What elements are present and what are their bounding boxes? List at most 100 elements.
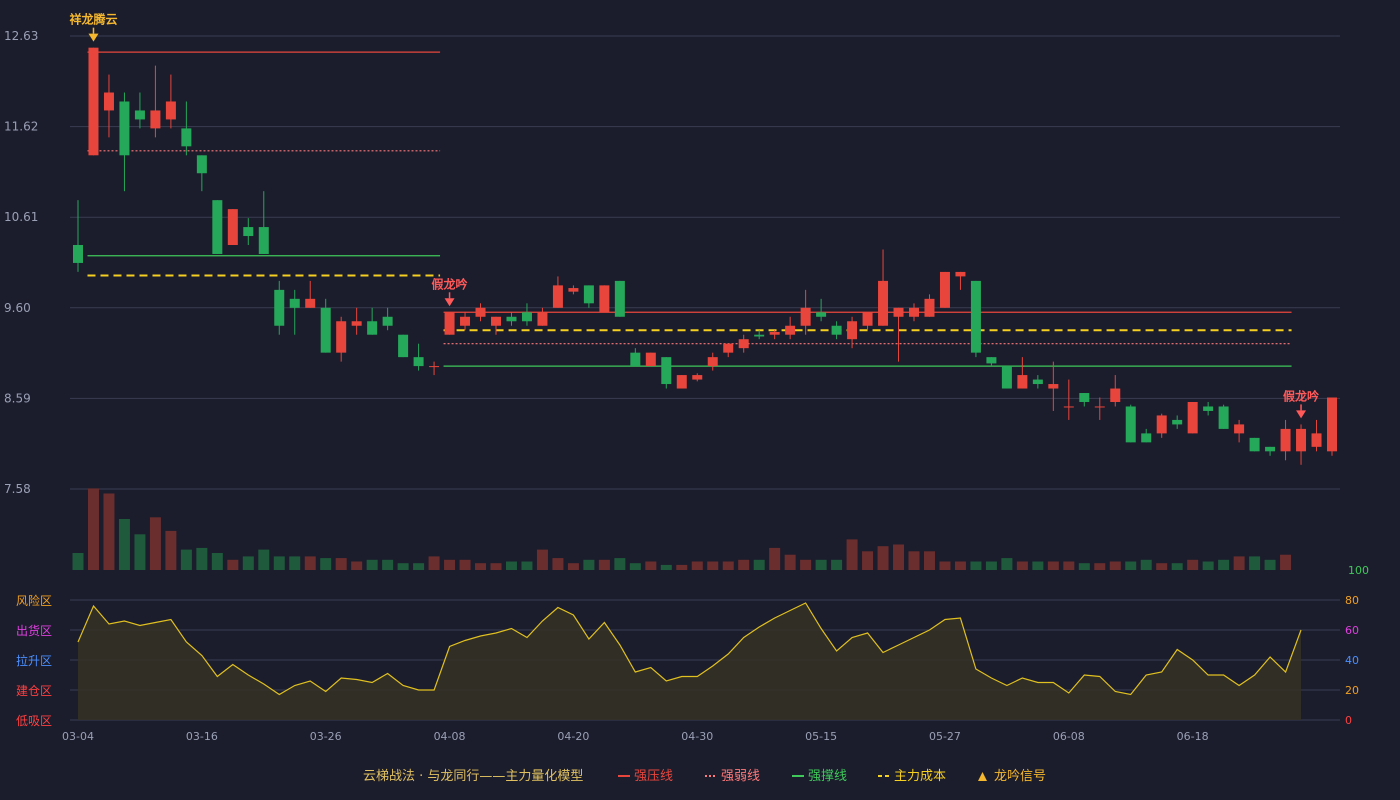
- signal-arrow-icon: [88, 33, 99, 42]
- candle-body: [1218, 406, 1229, 429]
- volume-bar: [985, 561, 997, 570]
- legend-item-label: 强压线: [634, 769, 673, 784]
- volume-bar: [1016, 561, 1028, 570]
- volume-bar: [1156, 563, 1168, 570]
- volume-bar: [320, 558, 332, 570]
- volume-bar: [273, 556, 285, 570]
- volume-bar: [1125, 561, 1137, 570]
- volume-bar: [831, 559, 843, 570]
- candle-body: [460, 316, 471, 326]
- legend-title: 云梯战法 · 与龙同行——主力量化模型: [363, 769, 583, 784]
- candle-body: [1265, 446, 1276, 452]
- candle-body: [692, 375, 703, 380]
- volume-bar: [1032, 561, 1044, 570]
- candle-body: [1296, 428, 1307, 452]
- candle-body: [1001, 366, 1012, 389]
- x-tick-label: 06-08: [1053, 730, 1085, 743]
- volume-bar: [1218, 559, 1230, 570]
- volume-bar: [1001, 558, 1013, 570]
- volume-bar: [397, 563, 409, 570]
- candle-body: [986, 357, 997, 364]
- candle-body: [939, 271, 950, 308]
- volume-bar: [505, 561, 517, 570]
- osc-zone-label: 拉升区: [16, 653, 52, 668]
- candle-body: [382, 316, 393, 326]
- volume-bars: [72, 488, 1292, 570]
- x-tick-label: 04-20: [557, 730, 589, 743]
- candle-body: [243, 227, 254, 237]
- candle-body: [475, 307, 486, 317]
- volume-bar: [784, 554, 796, 570]
- signal-label: 假龙吟: [1283, 388, 1319, 403]
- candle-body: [599, 285, 610, 313]
- candle-body: [847, 321, 858, 340]
- candle-body: [165, 101, 176, 120]
- osc-zone-label: 低吸区: [16, 714, 52, 728]
- candle-body: [955, 271, 966, 277]
- volume-bar: [691, 561, 703, 570]
- volume-bar: [459, 559, 471, 570]
- volume-bar: [103, 493, 115, 570]
- osc-tick-label: 40: [1345, 654, 1359, 667]
- candle-body: [1156, 415, 1167, 434]
- legend-item-label: 强撑线: [808, 769, 847, 784]
- volume-bar: [413, 563, 425, 570]
- signal-label: 祥龙腾云: [69, 12, 117, 27]
- candle-body: [1110, 388, 1121, 402]
- candle-body: [754, 334, 765, 337]
- candle-body: [1327, 397, 1337, 452]
- price-tick-label: 9.60: [4, 301, 31, 315]
- x-tick-label: 03-16: [186, 730, 218, 743]
- candle-body: [351, 321, 362, 326]
- candle-body: [103, 92, 114, 111]
- volume-bar: [645, 561, 657, 570]
- volume-bar: [614, 558, 626, 570]
- volume-axis-label: 100: [1348, 564, 1369, 577]
- candle-body: [305, 298, 316, 308]
- candle-body: [181, 128, 192, 147]
- candle-body: [1079, 393, 1090, 402]
- candle-body: [506, 316, 517, 322]
- osc-tick-label: 60: [1345, 624, 1359, 637]
- candle-body: [429, 366, 440, 368]
- volume-bar: [444, 559, 456, 570]
- candle-body: [336, 321, 347, 353]
- volume-bar: [800, 559, 812, 570]
- volume-bar: [1094, 563, 1106, 570]
- volume-bar: [1063, 561, 1075, 570]
- candle-body: [1187, 401, 1198, 434]
- candle-body: [583, 285, 594, 304]
- volume-bar: [335, 558, 347, 570]
- candle-body: [878, 280, 889, 326]
- x-tick-label: 03-26: [310, 730, 342, 743]
- volume-bar: [877, 546, 889, 570]
- volume-bar: [893, 544, 905, 570]
- volume-bar: [1280, 554, 1292, 570]
- volume-bar: [521, 561, 533, 570]
- candle-body: [1172, 419, 1183, 425]
- volume-bar: [382, 559, 394, 570]
- volume-bar: [242, 556, 254, 570]
- volume-bar: [923, 551, 935, 570]
- candle-body: [1125, 406, 1136, 443]
- oscillator-panel: 80 风险区 60 出货区 40 拉升区 20 建仓区 0 低吸区: [16, 593, 1359, 728]
- candle-body: [661, 357, 672, 385]
- volume-bar: [289, 556, 301, 570]
- volume-bar: [134, 534, 146, 570]
- x-tick-label: 06-18: [1177, 730, 1209, 743]
- volume-bar: [862, 551, 874, 570]
- price-grid: 12.63 11.62 10.61 9.60 8.59 7.58: [4, 29, 1340, 496]
- volume-bar: [629, 563, 641, 570]
- legend-triangle-icon: [978, 772, 987, 781]
- volume-bar: [258, 549, 270, 570]
- legend-item-label: 强弱线: [721, 769, 760, 784]
- signal-arrow-icon: [444, 298, 455, 307]
- candle-body: [150, 110, 161, 129]
- candle-body: [1048, 384, 1059, 389]
- volume-bar: [180, 549, 192, 570]
- price-tick-label: 7.58: [4, 482, 31, 496]
- candle-body: [119, 101, 130, 156]
- x-tick-label: 04-08: [434, 730, 466, 743]
- candle-body: [367, 321, 378, 335]
